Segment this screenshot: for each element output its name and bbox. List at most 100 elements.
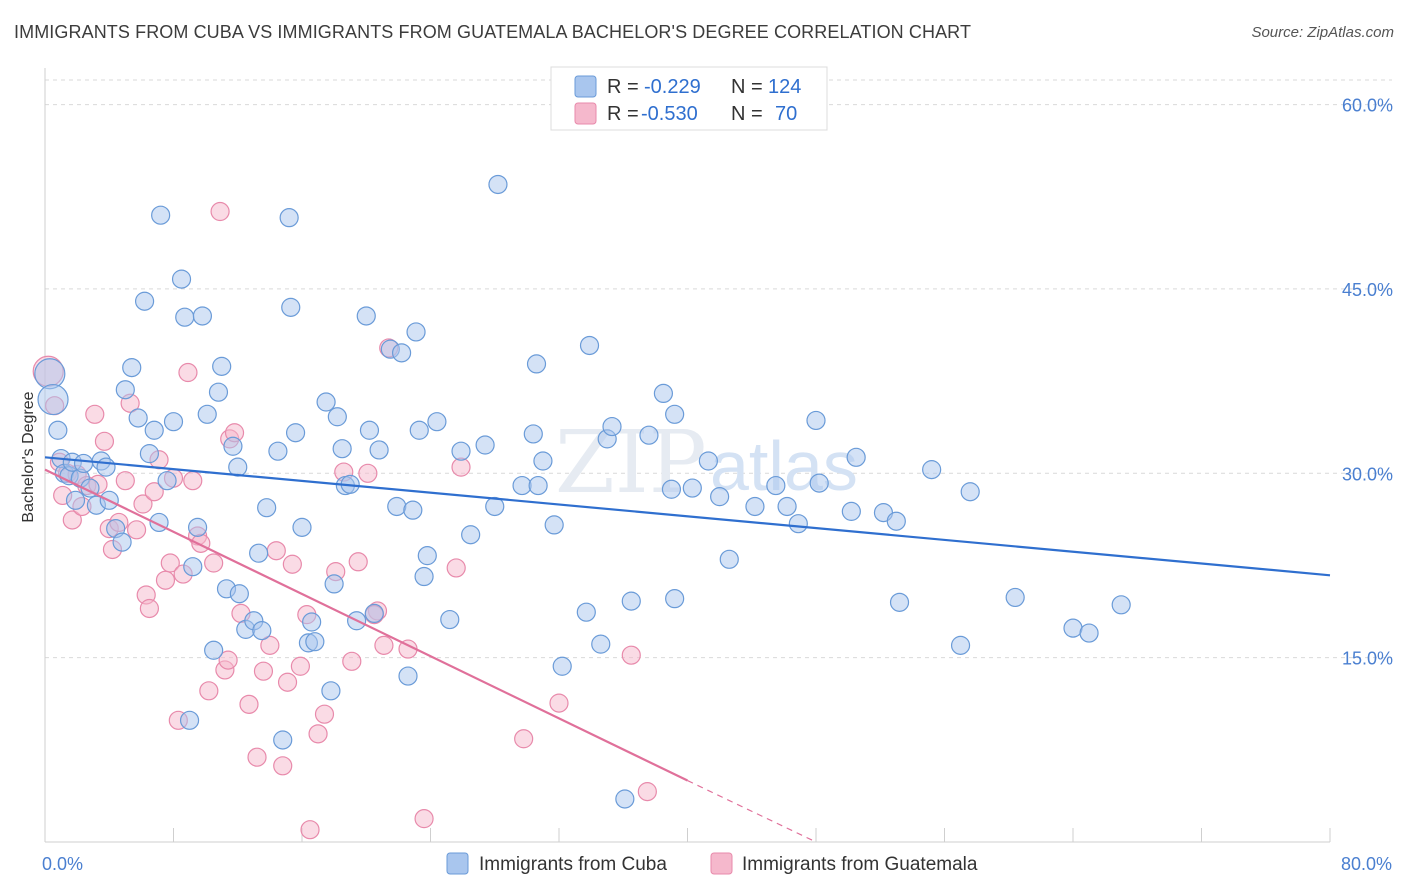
cuba-point <box>144 420 164 440</box>
guatemala-point <box>266 541 286 561</box>
bottom-legend-cuba-swatch <box>446 852 469 875</box>
chart-title: IMMIGRANTS FROM CUBA VS IMMIGRANTS FROM … <box>14 22 972 42</box>
guatemala-point <box>204 553 224 573</box>
guatemala-point <box>247 747 267 767</box>
legend-cuba-n-value: 124 <box>768 76 801 98</box>
legend-guatemala-n-label: N = <box>731 103 763 125</box>
cuba-point <box>403 500 423 520</box>
cuba-point <box>369 440 389 460</box>
cuba-point <box>139 444 160 464</box>
guatemala-point <box>155 570 176 590</box>
cuba-point <box>846 447 866 467</box>
cuba-point <box>1005 587 1025 608</box>
guatemala-point <box>414 809 434 829</box>
cuba-point <box>134 291 155 311</box>
cuba-point <box>665 589 685 609</box>
cuba-point <box>257 498 277 518</box>
cuba-point <box>268 441 288 461</box>
guatemala-point <box>300 820 320 840</box>
guatemala-point <box>144 482 164 502</box>
guatemala-point <box>290 656 310 676</box>
top-legend: R = -0.229 N = 124 R = -0.530 N = 70 <box>550 66 828 131</box>
cuba-point <box>332 439 352 459</box>
cuba-point <box>252 621 272 641</box>
cuba-point <box>427 412 447 432</box>
cuba-point <box>204 640 224 660</box>
guatemala-point <box>210 201 230 222</box>
bottom-legend-cuba-label: Immigrants from Cuba <box>479 854 667 875</box>
cuba-point <box>73 453 94 474</box>
cuba-point <box>788 514 808 534</box>
cuba-point <box>809 473 829 493</box>
cuba-point <box>229 584 249 604</box>
guatemala-point <box>308 724 328 744</box>
legend-guatemala-swatch <box>574 102 597 125</box>
cuba-point <box>112 532 132 552</box>
cuba-point <box>187 517 208 537</box>
legend-guatemala-r-label: R = <box>607 103 639 125</box>
guatemala-point <box>358 463 378 483</box>
cuba-point <box>302 612 322 632</box>
cuba-point <box>409 420 429 440</box>
bottom-legend-guatemala-swatch <box>710 852 733 875</box>
legend-cuba-swatch <box>574 75 597 98</box>
cuba-point <box>208 382 229 402</box>
legend-cuba-r-label: R = <box>607 76 639 98</box>
cuba-point <box>48 420 68 440</box>
legend-cuba-r-value: -0.229 <box>644 76 701 98</box>
cuba-point <box>602 416 622 437</box>
guatemala-point <box>446 558 466 578</box>
watermark: ZIP atlas <box>555 413 858 513</box>
guatemala-point <box>253 661 274 681</box>
cuba-point <box>451 441 471 461</box>
bottom-legend-guatemala-label: Immigrants from Guatemala <box>742 854 978 875</box>
cuba-point <box>639 425 659 445</box>
cuba-point <box>249 543 269 563</box>
cuba-point <box>115 380 135 400</box>
cuba-point <box>364 603 384 624</box>
cuba-point <box>305 632 325 652</box>
cuba-point <box>922 460 942 480</box>
guatemala-point <box>514 729 534 749</box>
cuba-point <box>950 635 971 655</box>
cuba-point <box>512 475 532 496</box>
cuba-point <box>128 408 148 428</box>
cuba-trend-line <box>44 456 1331 577</box>
cuba-point <box>475 435 495 455</box>
guatemala-point <box>348 552 368 572</box>
guatemala-point <box>199 681 219 701</box>
cuba-point <box>1079 623 1099 643</box>
cuba-point <box>321 681 341 701</box>
guatemala-point <box>178 362 198 383</box>
y-tick-label: 15.0% <box>1342 649 1393 669</box>
cuba-point <box>523 424 543 444</box>
guatemala-point <box>191 533 211 553</box>
cuba-point <box>157 471 177 491</box>
guatemala-point <box>126 520 147 540</box>
cuba-point <box>122 357 142 378</box>
cuba-point <box>65 490 86 510</box>
legend-guatemala-n-value: 70 <box>775 103 797 125</box>
legend-box <box>550 66 828 131</box>
cuba-point <box>665 404 685 424</box>
cuba-points <box>34 174 1131 809</box>
guatemala-point <box>273 756 293 776</box>
cuba-point <box>414 566 434 587</box>
cuba-point <box>417 546 437 566</box>
cuba-point <box>544 515 564 535</box>
cuba-point <box>889 592 910 612</box>
guatemala-point <box>621 645 641 665</box>
guatemala-point <box>277 672 298 692</box>
legend-cuba-n-label: N = <box>731 76 763 98</box>
cuba-point <box>285 423 306 443</box>
cuba-point <box>223 436 243 456</box>
cuba-point <box>488 174 508 195</box>
cuba-point <box>359 420 380 440</box>
cuba-point <box>197 404 217 424</box>
y-tick-label: 30.0% <box>1342 464 1393 484</box>
y-axis-label: Bachelor's Degree <box>20 391 37 522</box>
cuba-point <box>387 496 407 517</box>
watermark-zip: ZIP <box>555 413 707 513</box>
cuba-point <box>576 602 596 622</box>
